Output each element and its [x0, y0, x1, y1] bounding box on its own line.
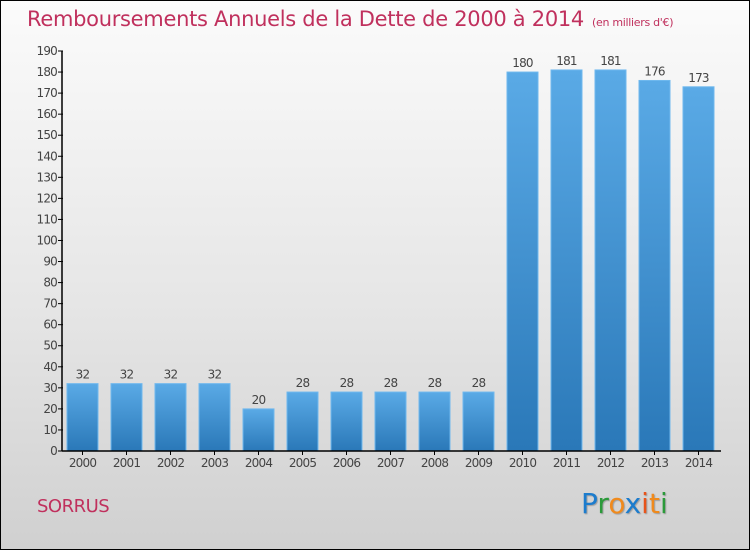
logo-letter: i [659, 487, 668, 520]
x-tick-label: 2002 [157, 456, 185, 470]
y-tick-label: 170 [36, 86, 57, 100]
logo-letter: o [608, 487, 625, 520]
bar-2009 [462, 391, 495, 452]
x-tick-label: 2000 [69, 456, 97, 470]
bar-2012 [594, 69, 627, 452]
y-tick-label: 20 [43, 402, 57, 416]
bar-2014 [682, 86, 715, 452]
data-label: 32 [208, 368, 222, 382]
x-tick-label: 2006 [333, 456, 361, 470]
y-tick-label: 130 [36, 170, 57, 184]
proxiti-logo: Proxiti [581, 487, 668, 520]
x-tick-label: 2004 [245, 456, 273, 470]
x-axis: 2000 2001 2002 2003 2004 2005 2006 2007 2008 2009… [62, 450, 721, 470]
commune-name: SORRUS [37, 496, 110, 517]
x-tick-label: 2010 [509, 456, 537, 470]
data-label: 28 [384, 376, 398, 390]
x-tick-label: 2011 [553, 456, 581, 470]
bars: 32 32 32 32 20 28 28 28 28 28 180 181 181 176 173 [66, 54, 715, 452]
x-tick-label: 2007 [377, 456, 405, 470]
y-tick-label: 10 [43, 423, 57, 437]
y-tick-label: 110 [36, 212, 57, 226]
data-label: 32 [120, 368, 134, 382]
data-label: 173 [688, 71, 709, 85]
x-tick-label: 2014 [685, 456, 713, 470]
bar-2002 [154, 383, 187, 452]
bar-2008 [418, 391, 451, 452]
y-tick-label: 50 [43, 339, 57, 353]
bar-2001 [110, 383, 143, 452]
y-tick-label: 140 [36, 149, 57, 163]
logo-letter: r [597, 487, 609, 520]
data-label: 28 [472, 376, 486, 390]
data-label: 28 [296, 376, 310, 390]
logo-letter: i [641, 487, 649, 520]
y-tick-label: 160 [36, 107, 57, 121]
data-label: 20 [252, 393, 266, 407]
y-tick-label: 150 [36, 128, 57, 142]
y-tick-label: 70 [43, 297, 57, 311]
x-tick-label: 2009 [465, 456, 493, 470]
data-label: 180 [512, 56, 533, 70]
y-tick-label: 40 [43, 360, 57, 374]
y-tick-label: 180 [36, 65, 57, 79]
y-axis: 0 10 20 30 40 50 60 70 80 90 100 110 120 130 140 150 160… [36, 44, 63, 458]
chart-unit: (en milliers d'€) [592, 16, 674, 29]
x-tick-label: 2001 [113, 456, 141, 470]
data-label: 32 [76, 368, 90, 382]
data-label: 181 [600, 54, 621, 68]
data-label: 28 [340, 376, 354, 390]
bar-2003 [198, 383, 231, 452]
y-tick-label: 0 [50, 444, 57, 458]
y-tick-label: 80 [43, 276, 57, 290]
bar-2007 [374, 391, 407, 452]
bar-2013 [638, 79, 671, 452]
logo-letter: x [624, 487, 642, 520]
chart-title-text: Remboursements Annuels de la Dette de 20… [27, 7, 584, 31]
logo-letter: P [581, 487, 598, 520]
bar-2011 [550, 69, 583, 452]
y-tick-label: 190 [36, 44, 57, 58]
x-tick-label: 2005 [289, 456, 317, 470]
bar-2006 [330, 391, 363, 452]
y-tick-label: 60 [43, 318, 57, 332]
x-tick-label: 2003 [201, 456, 229, 470]
y-tick-label: 90 [43, 255, 57, 269]
data-label: 176 [644, 64, 665, 78]
bar-2010 [506, 71, 539, 452]
bar-2005 [286, 391, 319, 452]
bar-chart: 0 10 20 30 40 50 60 70 80 90 100 110 120 130 140 150 160… [36, 44, 721, 470]
y-tick-label: 30 [43, 381, 57, 395]
chart-title: Remboursements Annuels de la Dette de 20… [27, 7, 673, 31]
data-label: 28 [428, 376, 442, 390]
bar-2004 [242, 408, 275, 452]
x-tick-label: 2013 [641, 456, 669, 470]
x-tick-label: 2012 [597, 456, 625, 470]
bar-2000 [66, 383, 99, 452]
data-label: 32 [164, 368, 178, 382]
y-tick-label: 100 [36, 233, 57, 247]
x-tick-label: 2008 [421, 456, 449, 470]
data-label: 181 [556, 54, 577, 68]
y-tick-label: 120 [36, 191, 57, 205]
logo-letter: t [648, 487, 660, 520]
